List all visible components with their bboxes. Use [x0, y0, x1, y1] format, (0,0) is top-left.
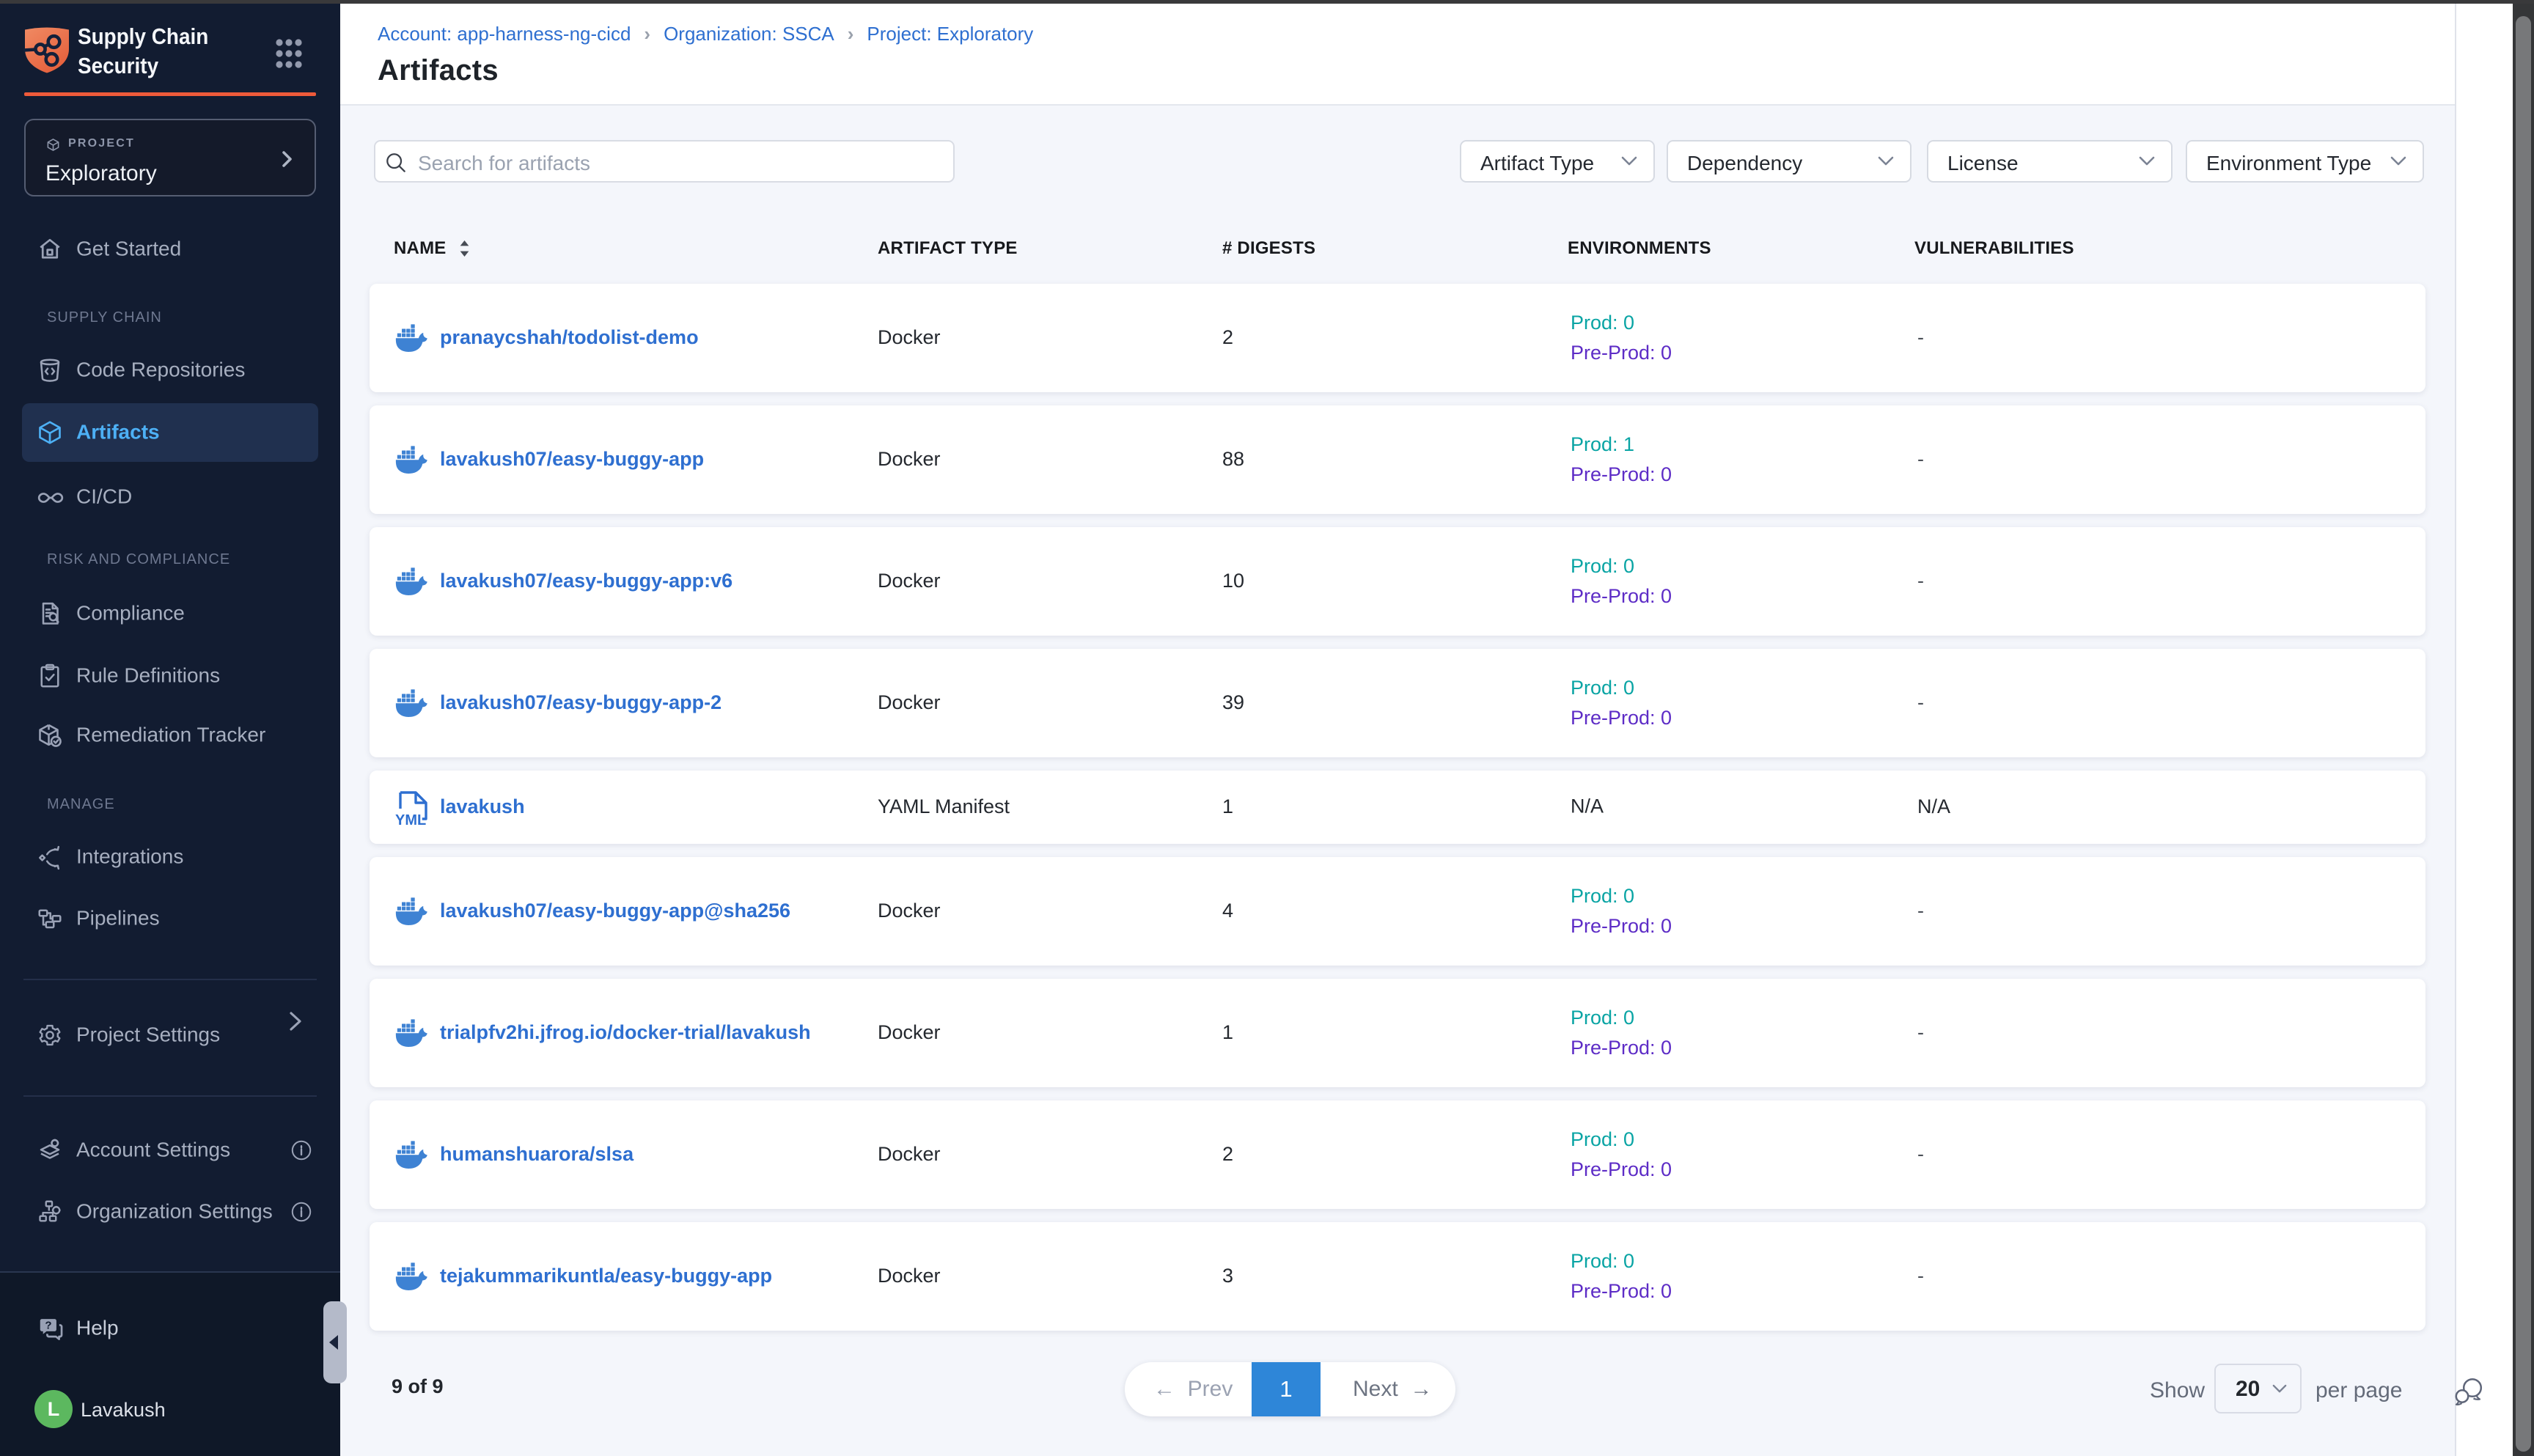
svg-text:?: ? — [45, 1320, 51, 1332]
